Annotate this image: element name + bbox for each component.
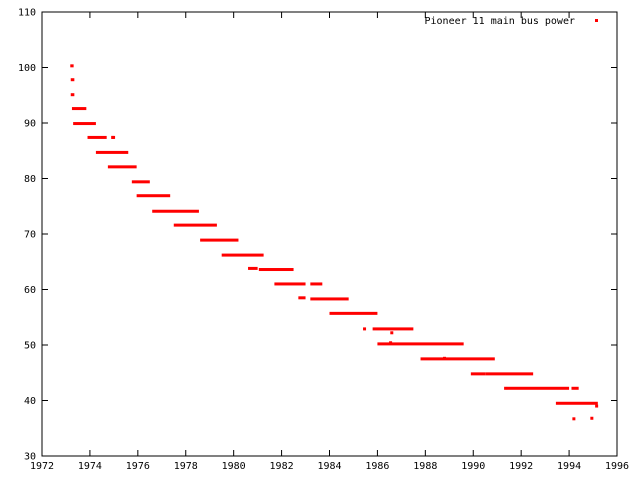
data-point — [572, 417, 576, 421]
data-run — [298, 296, 306, 300]
x-tick-label: 1978 — [174, 461, 198, 472]
x-tick-label: 1996 — [605, 461, 629, 472]
data-point — [443, 356, 446, 360]
data-run — [70, 64, 74, 68]
x-tick-label: 1972 — [30, 461, 54, 472]
y-tick-label: 70 — [24, 230, 36, 241]
data-run — [377, 342, 464, 346]
y-axis: 30 40 50 60 70 80 90 100 110 — [18, 8, 617, 463]
data-series — [70, 64, 599, 421]
data-run — [70, 78, 75, 82]
data-run — [372, 327, 414, 331]
data-run — [248, 266, 258, 270]
data-run — [70, 93, 75, 97]
data-run — [136, 194, 171, 198]
x-tick-label: 1974 — [78, 461, 102, 472]
data-run — [485, 372, 534, 376]
data-run — [73, 122, 96, 126]
data-run — [571, 386, 579, 390]
data-run — [329, 311, 378, 315]
x-tick-label: 1980 — [222, 461, 246, 472]
data-run — [420, 357, 495, 361]
data-run — [274, 282, 306, 286]
data-run — [363, 327, 367, 331]
data-point — [390, 331, 394, 335]
data-point — [595, 404, 599, 408]
data-run — [173, 223, 217, 227]
data-run — [87, 135, 107, 139]
y-tick-label: 100 — [18, 63, 36, 74]
data-run — [258, 268, 294, 272]
data-point — [111, 135, 115, 139]
data-run — [506, 386, 570, 390]
x-tick-label: 1990 — [461, 461, 485, 472]
data-point — [389, 341, 393, 345]
y-tick-label: 110 — [18, 8, 36, 19]
y-tick-label: 30 — [24, 452, 36, 463]
data-point — [504, 386, 508, 390]
data-run — [95, 150, 129, 154]
y-tick-label: 50 — [24, 341, 36, 352]
data-run — [71, 107, 87, 111]
y-tick-label: 60 — [24, 285, 36, 296]
data-run — [152, 209, 199, 213]
y-tick-label: 40 — [24, 396, 36, 407]
data-run — [131, 180, 150, 184]
data-run — [470, 372, 486, 376]
data-run — [310, 282, 323, 286]
x-axis: 1972 1974 1976 1978 1980 1982 1984 1986 1988 1990… — [30, 12, 629, 472]
x-tick-label: 1984 — [317, 461, 341, 472]
x-tick-label: 1988 — [413, 461, 437, 472]
y-tick-label: 80 — [24, 174, 36, 185]
legend: Pioneer 11 main bus power — [424, 16, 598, 27]
legend-label: Pioneer 11 main bus power — [424, 16, 575, 27]
x-tick-label: 1976 — [126, 461, 150, 472]
legend-marker — [595, 19, 598, 22]
data-run — [107, 165, 137, 169]
x-tick-label: 1992 — [509, 461, 533, 472]
data-point — [590, 416, 594, 420]
data-run — [310, 297, 349, 301]
x-tick-label: 1986 — [365, 461, 389, 472]
data-run — [200, 238, 239, 242]
x-tick-label: 1982 — [270, 461, 294, 472]
data-run — [555, 401, 598, 405]
x-tick-label: 1994 — [557, 461, 581, 472]
data-run — [221, 253, 264, 257]
y-tick-label: 90 — [24, 119, 36, 130]
